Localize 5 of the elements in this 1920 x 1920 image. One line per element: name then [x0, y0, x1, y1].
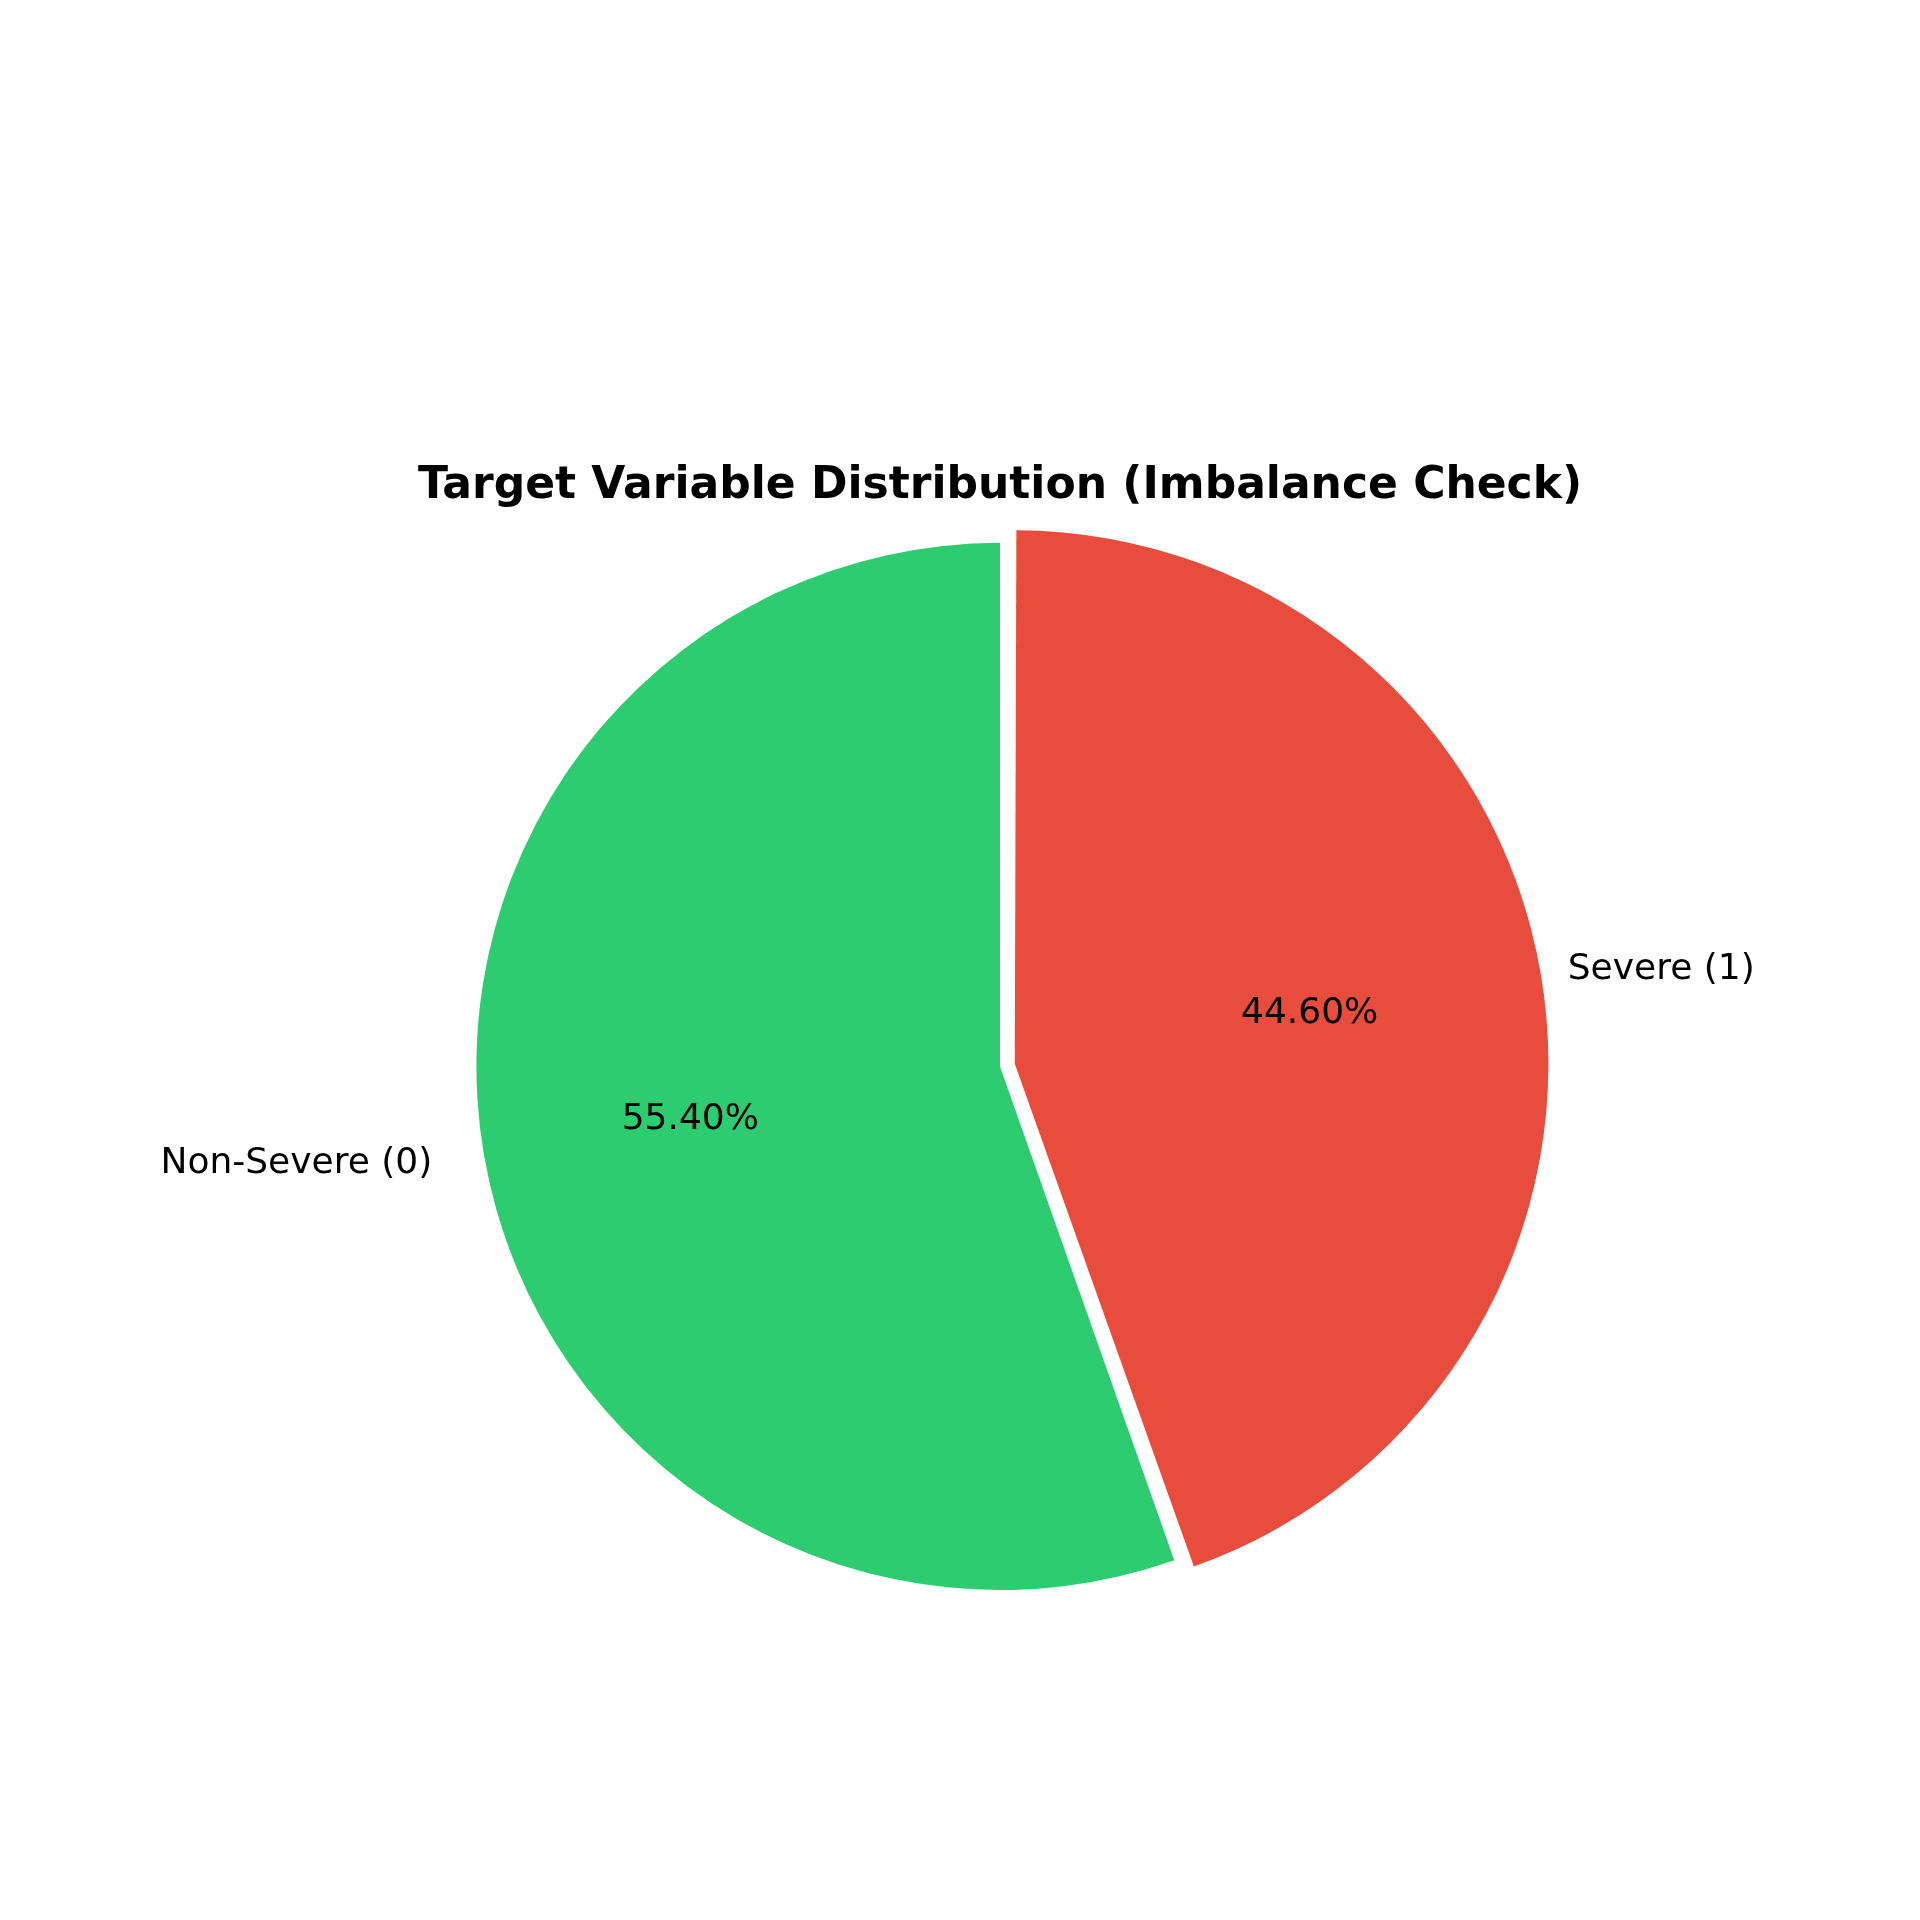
slice-label: Severe (1) — [1567, 945, 1755, 987]
slice-label: Non-Severe (0) — [160, 1140, 433, 1181]
data-label: 44.60% — [1241, 989, 1379, 1031]
data-label: 55.40% — [621, 1095, 759, 1137]
chart-title: Target Variable Distribution (Imbalance Check) — [417, 456, 1583, 508]
